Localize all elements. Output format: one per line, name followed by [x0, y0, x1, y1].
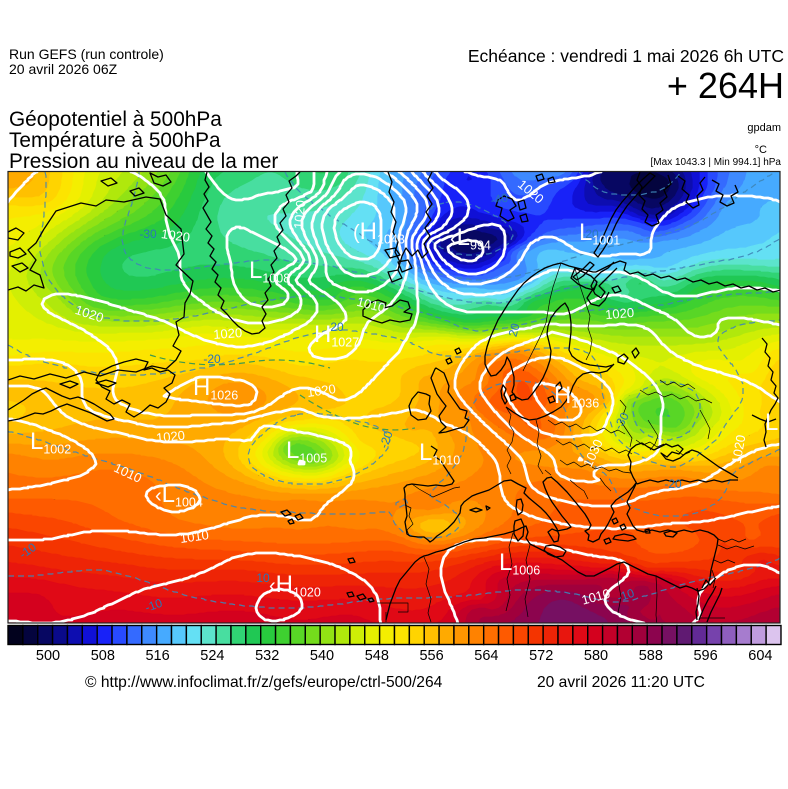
- svg-text:-20: -20: [664, 477, 682, 491]
- svg-text:-20: -20: [203, 352, 221, 366]
- svg-text:556: 556: [419, 648, 443, 664]
- svg-text:604: 604: [748, 648, 772, 664]
- svg-text:1020: 1020: [155, 428, 185, 446]
- svg-text:-10: -10: [143, 596, 164, 615]
- svg-text:1020: 1020: [729, 434, 749, 465]
- svg-text:1010: 1010: [355, 294, 387, 316]
- svg-text:572: 572: [529, 648, 553, 664]
- svg-text:-10: -10: [615, 586, 636, 605]
- svg-text:548: 548: [365, 648, 389, 664]
- svg-text:1010: 1010: [179, 527, 210, 546]
- svg-text:596: 596: [693, 648, 717, 664]
- svg-text:500: 500: [36, 648, 60, 664]
- svg-text:508: 508: [91, 648, 115, 664]
- svg-text:-20: -20: [377, 429, 396, 450]
- svg-text:580: 580: [584, 648, 608, 664]
- svg-text:1020: 1020: [306, 381, 337, 400]
- svg-text:564: 564: [474, 648, 498, 664]
- svg-text:1020: 1020: [160, 226, 191, 245]
- svg-text:532: 532: [255, 648, 279, 664]
- svg-text:10: 10: [256, 571, 270, 585]
- svg-text:1020: 1020: [291, 200, 308, 230]
- svg-text:1010: 1010: [580, 586, 612, 608]
- svg-text:20: 20: [506, 321, 523, 338]
- svg-text:516: 516: [145, 648, 169, 664]
- svg-text:588: 588: [639, 648, 663, 664]
- svg-text:1020: 1020: [213, 325, 243, 342]
- svg-text:L: L: [765, 409, 778, 436]
- svg-text:20 avril 2026 11:20 UTC: 20 avril 2026 11:20 UTC: [537, 674, 705, 691]
- svg-text:-30: -30: [139, 227, 157, 241]
- svg-text:1020: 1020: [605, 305, 635, 322]
- svg-text:-20: -20: [326, 320, 344, 334]
- svg-text:540: 540: [310, 648, 334, 664]
- svg-text:© http://www.infoclimat.fr/z/g: © http://www.infoclimat.fr/z/gefs/europe…: [85, 674, 443, 691]
- svg-text:524: 524: [200, 648, 224, 664]
- svg-text:-20: -20: [581, 227, 599, 241]
- svg-text:-40: -40: [490, 191, 510, 208]
